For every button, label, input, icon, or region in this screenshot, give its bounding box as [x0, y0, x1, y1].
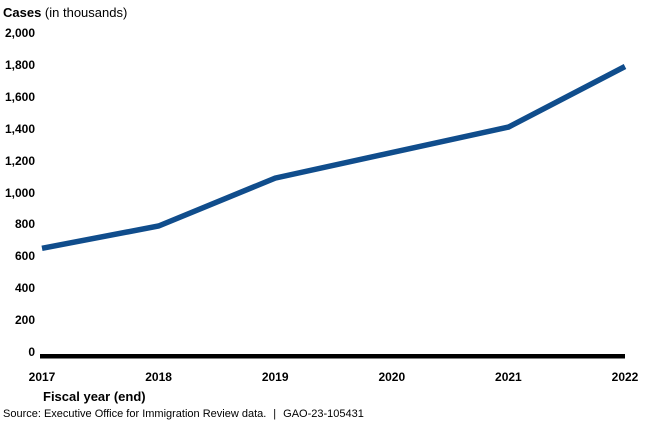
y-axis-tick-label: 1,800	[4, 57, 35, 72]
chart-title: Cases (in thousands)	[3, 5, 127, 20]
x-axis-tick-label: 2020	[378, 370, 406, 384]
y-axis-tick-label: 1,000	[4, 185, 35, 200]
x-axis-tick-label: 2019	[261, 370, 289, 384]
y-axis-tick-label: 1,400	[4, 121, 35, 136]
y-axis-tick-label: 1,200	[4, 153, 35, 168]
y-axis-tick-label: 200	[14, 313, 35, 328]
y-axis-tick-label: 400	[14, 281, 35, 296]
y-axis-tick-label: 0	[28, 345, 35, 359]
source-separator: |	[273, 408, 277, 420]
x-axis-title: Fiscal year (end)	[43, 389, 146, 404]
source-text: Source: Executive Office for Immigration…	[3, 408, 267, 420]
y-axis-tick-label: 1,600	[4, 89, 35, 104]
y-axis-tick-label: 2,000	[4, 26, 35, 40]
y-axis-tick-label: 800	[14, 217, 35, 232]
x-axis-tick-label: 2018	[145, 370, 172, 384]
report-number: GAO-23-105431	[283, 408, 364, 420]
chart-title-text: Cases	[3, 5, 42, 20]
x-axis-line	[40, 354, 625, 359]
source-note: Source: Executive Office for Immigration…	[3, 408, 364, 420]
y-axis-tick-label: 600	[14, 249, 35, 264]
data-line	[41, 64, 627, 252]
x-axis-tick-label: 2022	[611, 370, 639, 384]
x-axis-tick-label: 2017	[28, 370, 56, 384]
chart-title-unit: (in thousands)	[41, 5, 128, 20]
y-axis: 0 200 400 600 800 1,000 1,200 1,400 1,600 1,800 2,…	[0, 0, 35, 426]
x-axis-tick-label: 2021	[495, 370, 522, 384]
